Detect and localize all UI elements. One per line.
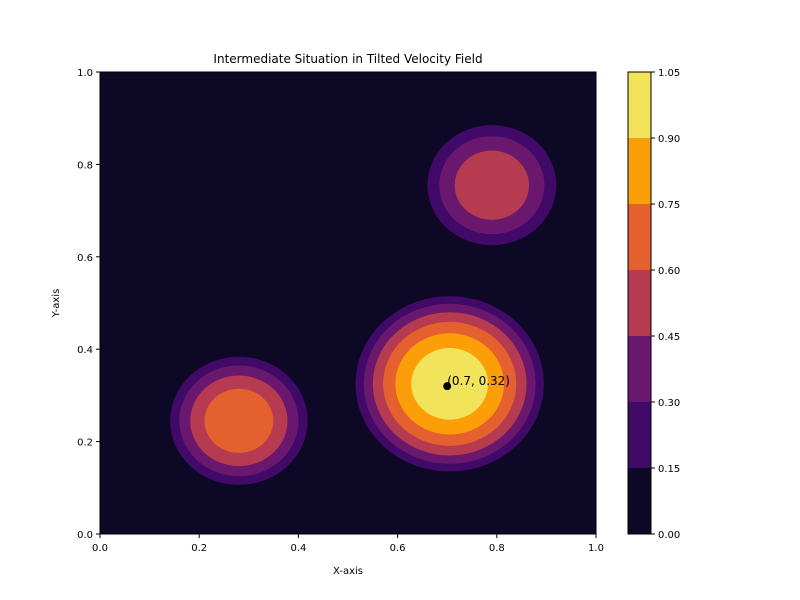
colorbar-tick-label: 1.05 [658, 68, 680, 79]
y-tick-label: 0.0 [77, 530, 93, 541]
annotation-label: (0.7, 0.32) [447, 374, 510, 388]
plot-area: (0.7, 0.32) [99, 71, 597, 535]
plot-frame [99, 71, 597, 535]
x-tick-label: 0.0 [92, 543, 108, 554]
y-tick-label: 0.2 [77, 438, 93, 449]
colorbar-segment [628, 468, 651, 534]
y-tick-label: 0.6 [77, 253, 93, 264]
y-tick-label: 0.8 [77, 160, 93, 171]
x-tick-label: 0.8 [489, 543, 505, 554]
x-tick-label: 0.2 [191, 543, 207, 554]
x-tick-label: 0.4 [290, 543, 306, 554]
x-axis-label: X-axis [333, 566, 363, 577]
colorbar-frame [627, 71, 652, 535]
colorbar-tick-label: 0.60 [658, 266, 680, 277]
colorbar-segment [628, 402, 651, 468]
colorbar-segment [628, 72, 651, 138]
y-tick-label: 0.4 [77, 345, 93, 356]
y-axis-label: Y-axis [51, 289, 62, 319]
y-axis: 0.0 0.2 0.4 0.6 0.8 1.0 [77, 68, 100, 541]
annotation-point [443, 382, 452, 391]
colorbar-segment [628, 204, 651, 270]
colorbar-tick-label: 0.30 [658, 398, 680, 409]
x-tick-label: 0.6 [390, 543, 406, 554]
colorbar-tick-label: 0.15 [658, 464, 680, 475]
x-tick-label: 1.0 [588, 543, 604, 554]
colorbar-segment [628, 138, 651, 204]
contour-regions [170, 125, 557, 485]
contour-peak-3-level-3 [454, 150, 530, 220]
chart-title: Intermediate Situation in Tilted Velocit… [213, 52, 482, 66]
y-tick-label: 1.0 [77, 68, 93, 79]
colorbar-tick-label: 0.00 [658, 530, 680, 541]
colorbar-tick-label: 0.75 [658, 200, 680, 211]
x-axis: 0.0 0.2 0.4 0.6 0.8 1.0 [92, 534, 604, 554]
colorbar-segment [628, 336, 651, 402]
colorbar-segment [628, 270, 651, 336]
colorbar: 0.00 0.15 0.30 0.45 0.60 0.75 0.90 1.05 [627, 68, 680, 541]
contour-peak-1-level-4 [204, 388, 274, 453]
colorbar-tick-label: 0.45 [658, 332, 680, 343]
colorbar-tick-label: 0.90 [658, 134, 680, 145]
